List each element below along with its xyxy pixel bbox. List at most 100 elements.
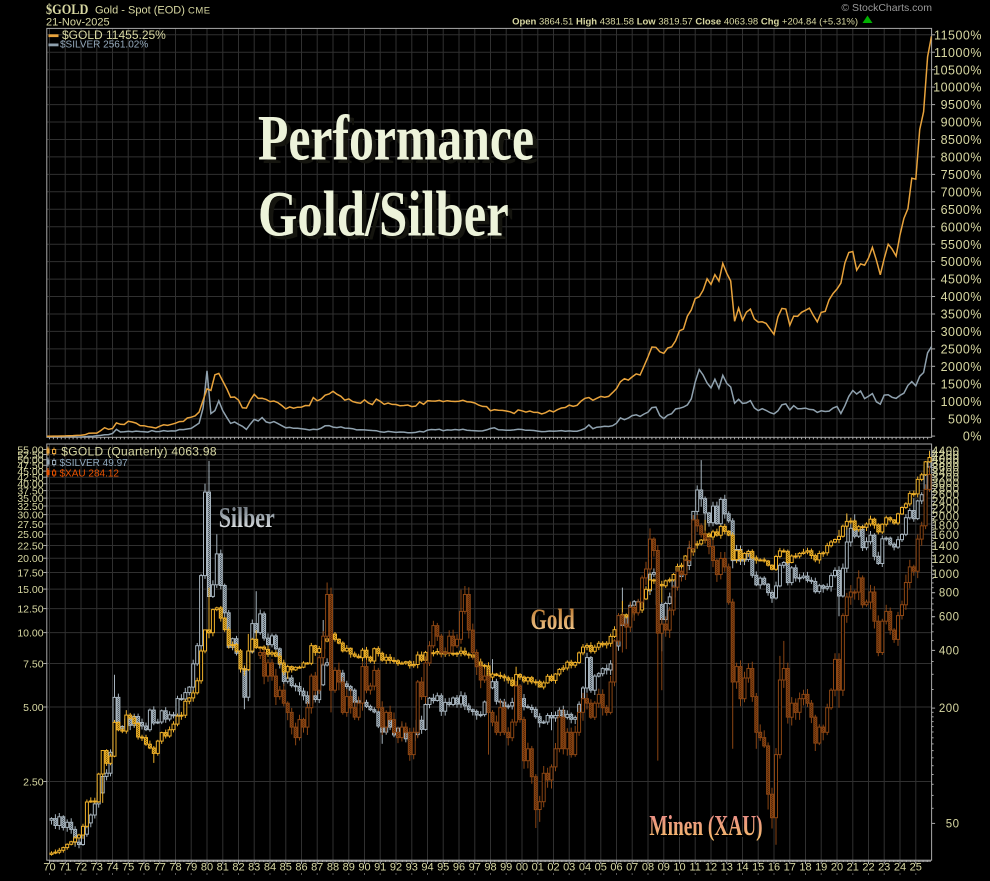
- svg-text:85: 85: [280, 862, 292, 874]
- svg-text:6000%: 6000%: [941, 220, 982, 234]
- svg-text:Performance: Performance: [263, 105, 539, 178]
- svg-text:2200: 2200: [932, 504, 960, 516]
- svg-text:01: 01: [532, 862, 544, 874]
- svg-text:12: 12: [705, 862, 717, 874]
- svg-text:$GOLD: $GOLD: [46, 1, 89, 17]
- svg-text:25.00: 25.00: [17, 529, 43, 541]
- svg-text:35.00: 35.00: [17, 493, 43, 505]
- svg-text:Gold: Gold: [531, 602, 576, 636]
- svg-text:3000%: 3000%: [941, 325, 982, 339]
- svg-text:8500%: 8500%: [941, 133, 982, 147]
- svg-text:50: 50: [946, 818, 960, 830]
- svg-text:400: 400: [939, 645, 960, 657]
- svg-text:Silber: Silber: [221, 503, 277, 536]
- svg-text:3200: 3200: [932, 472, 960, 484]
- svg-text:73: 73: [91, 862, 103, 874]
- svg-text:03: 03: [563, 862, 575, 874]
- svg-text:07: 07: [626, 862, 638, 874]
- svg-text:09: 09: [658, 862, 670, 874]
- svg-text:9500%: 9500%: [941, 98, 982, 112]
- svg-text:74: 74: [106, 862, 118, 874]
- svg-text:22.50: 22.50: [17, 540, 43, 552]
- svg-text:10500%: 10500%: [933, 63, 982, 77]
- svg-text:4400: 4400: [932, 446, 960, 458]
- svg-text:21-Nov-2025: 21-Nov-2025: [46, 17, 110, 29]
- svg-text:75: 75: [122, 862, 134, 874]
- svg-text:9000%: 9000%: [941, 116, 982, 130]
- svg-text:88: 88: [327, 862, 339, 874]
- svg-text:Gold/Silber: Gold/Silber: [263, 181, 514, 253]
- svg-text:19: 19: [815, 862, 827, 874]
- svg-text:21: 21: [847, 862, 859, 874]
- svg-text:Gold: Gold: [533, 604, 578, 638]
- svg-text:95: 95: [437, 862, 449, 874]
- svg-text:$SILVER 49.97: $SILVER 49.97: [60, 458, 129, 469]
- svg-text:Gold - Spot (EOD): Gold - Spot (EOD): [95, 5, 185, 17]
- svg-text:1000: 1000: [932, 569, 960, 581]
- svg-text:Minen (XAU): Minen (XAU): [651, 814, 764, 844]
- svg-text:47.50: 47.50: [17, 460, 43, 472]
- svg-text:$GOLD (Quarterly) 4063.98: $GOLD (Quarterly) 4063.98: [61, 444, 217, 458]
- svg-text:3600: 3600: [932, 463, 960, 475]
- svg-text:80: 80: [201, 862, 213, 874]
- svg-text:600: 600: [939, 612, 960, 624]
- svg-text:3000: 3000: [932, 478, 960, 490]
- svg-text:92: 92: [390, 862, 402, 874]
- svg-text:11500%: 11500%: [934, 28, 982, 42]
- svg-text:93: 93: [406, 862, 418, 874]
- svg-text:10: 10: [673, 862, 685, 874]
- svg-text:Minen (XAU): Minen (XAU): [649, 812, 762, 842]
- svg-text:Gold/Silber: Gold/Silber: [258, 178, 509, 250]
- svg-text:11000%: 11000%: [934, 46, 982, 60]
- svg-text:4000%: 4000%: [941, 290, 982, 304]
- svg-text:4200: 4200: [932, 450, 960, 462]
- svg-text:76: 76: [138, 862, 150, 874]
- svg-text:2500%: 2500%: [941, 343, 982, 357]
- svg-text:79: 79: [185, 862, 197, 874]
- svg-text:$GOLD 11455.25%: $GOLD 11455.25%: [62, 28, 166, 42]
- svg-text:87: 87: [311, 862, 323, 874]
- svg-text:20: 20: [831, 862, 843, 874]
- svg-text:52.50: 52.50: [17, 449, 43, 461]
- svg-text:82: 82: [232, 862, 244, 874]
- svg-text:24: 24: [894, 862, 906, 874]
- svg-text:98: 98: [484, 862, 496, 874]
- svg-text:1600: 1600: [932, 530, 960, 542]
- svg-text:1500%: 1500%: [941, 377, 982, 391]
- svg-text:CME: CME: [188, 6, 211, 17]
- svg-text:2400: 2400: [932, 496, 960, 508]
- svg-text:7000%: 7000%: [941, 185, 982, 199]
- svg-text:5500%: 5500%: [941, 238, 982, 252]
- svg-text:77: 77: [154, 862, 166, 874]
- svg-text:11: 11: [689, 862, 700, 874]
- svg-text:90: 90: [358, 862, 370, 874]
- svg-text:70: 70: [43, 862, 55, 874]
- svg-text:10.00: 10.00: [17, 627, 43, 639]
- svg-text:2600: 2600: [932, 490, 960, 502]
- svg-text:30.00: 30.00: [17, 509, 43, 521]
- svg-text:72: 72: [75, 862, 87, 874]
- svg-text:91: 91: [374, 862, 386, 874]
- svg-text:55.00: 55.00: [17, 444, 43, 456]
- svg-text:25: 25: [910, 862, 922, 874]
- svg-text:42.50: 42.50: [17, 472, 43, 484]
- svg-text:27.50: 27.50: [17, 519, 43, 531]
- svg-text:5.00: 5.00: [23, 702, 44, 714]
- svg-text:83: 83: [248, 862, 260, 874]
- svg-text:17.50: 17.50: [17, 567, 43, 579]
- svg-text:4000: 4000: [932, 454, 960, 466]
- svg-text:89: 89: [343, 862, 355, 874]
- svg-text:1800: 1800: [932, 520, 960, 532]
- svg-text:Silber: Silber: [219, 501, 275, 534]
- svg-text:16: 16: [768, 862, 780, 874]
- svg-text:200: 200: [939, 703, 960, 715]
- svg-text:10000%: 10000%: [933, 81, 982, 95]
- svg-text:50.00: 50.00: [17, 455, 43, 467]
- svg-text:© StockCharts.com: © StockCharts.com: [841, 2, 932, 14]
- svg-text:96: 96: [453, 862, 465, 874]
- svg-text:32.50: 32.50: [17, 501, 43, 513]
- svg-text:0%: 0%: [963, 430, 982, 444]
- svg-text:2000: 2000: [932, 512, 960, 524]
- svg-text:8000%: 8000%: [941, 151, 982, 165]
- svg-text:45.00: 45.00: [17, 466, 43, 478]
